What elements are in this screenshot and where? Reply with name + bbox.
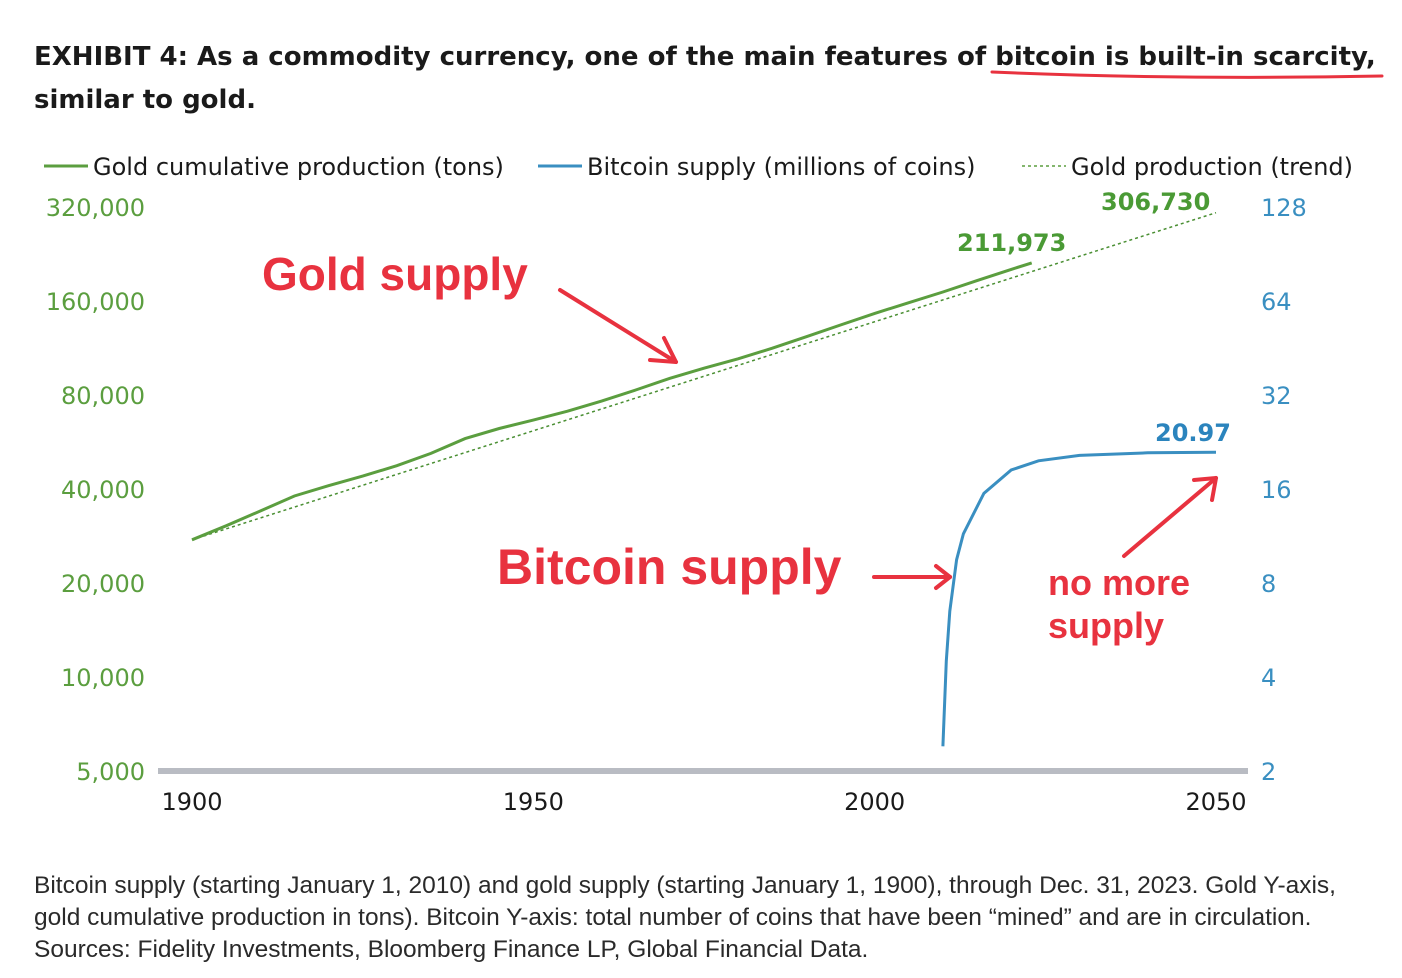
chart-title: EXHIBIT 4: As a commodity currency, one … [34, 36, 1394, 122]
left-tick-label: 40,000 [61, 476, 145, 504]
left-tick-label: 5,000 [76, 758, 145, 786]
left-tick-label: 320,000 [46, 194, 145, 222]
x-axis: 1900 1950 2000 2050 [161, 788, 1246, 816]
chart-svg: Gold cumulative production (tons) Bitcoi… [44, 70, 1384, 816]
annotation-no-more-line2: supply [1048, 605, 1164, 646]
right-tick-label: 16 [1261, 476, 1292, 504]
right-tick-label: 32 [1261, 382, 1292, 410]
title-highlight: bitcoin is built-in scarcity, [995, 42, 1376, 72]
legend: Gold cumulative production (tons) Bitcoi… [44, 153, 1353, 181]
footnote: Bitcoin supply (starting January 1, 2010… [34, 872, 1336, 963]
right-tick-label: 128 [1261, 194, 1307, 222]
left-tick-label: 10,000 [61, 664, 145, 692]
series-gold [191, 261, 1033, 542]
right-tick-label: 2 [1261, 758, 1276, 786]
left-tick-label: 80,000 [61, 382, 145, 410]
label-gold-end: 211,973 [957, 229, 1066, 257]
title-highlight-underline [990, 70, 1384, 79]
x-tick-label: 2000 [844, 788, 905, 816]
annotation-bitcoin-supply: Bitcoin supply [497, 539, 842, 595]
series-bitcoin [941, 450, 1217, 747]
title-part-1: EXHIBIT 4: As a commodity currency, one … [34, 42, 996, 72]
left-tick-label: 160,000 [46, 288, 145, 316]
label-trend-end: 306,730 [1101, 188, 1210, 216]
left-axis: 5,000 10,000 20,000 40,000 80,000 160,000 320,… [46, 194, 145, 786]
x-tick-label: 1900 [161, 788, 222, 816]
right-tick-label: 8 [1261, 570, 1276, 598]
right-tick-label: 4 [1261, 664, 1276, 692]
left-tick-label: 20,000 [61, 570, 145, 598]
annotation-no-more-line1: no more [1048, 562, 1190, 603]
arrow-gold [558, 288, 678, 364]
label-bitcoin-end: 20.97 [1155, 419, 1231, 447]
arrow-no-more [1122, 476, 1218, 558]
x-tick-label: 1950 [503, 788, 564, 816]
legend-gold-label: Gold cumulative production (tons) [93, 153, 504, 181]
title-part-2: similar to gold. [34, 85, 256, 115]
arrow-bitcoin [872, 564, 952, 590]
x-tick-label: 2050 [1185, 788, 1246, 816]
series-gold-trend [191, 211, 1217, 541]
legend-bitcoin-label: Bitcoin supply (millions of coins) [587, 153, 975, 181]
legend-trend-label: Gold production (trend) [1071, 153, 1353, 181]
right-tick-label: 64 [1261, 288, 1292, 316]
right-axis: 2 4 8 16 32 64 128 [1261, 194, 1307, 786]
annotation-gold-supply: Gold supply [262, 248, 528, 300]
